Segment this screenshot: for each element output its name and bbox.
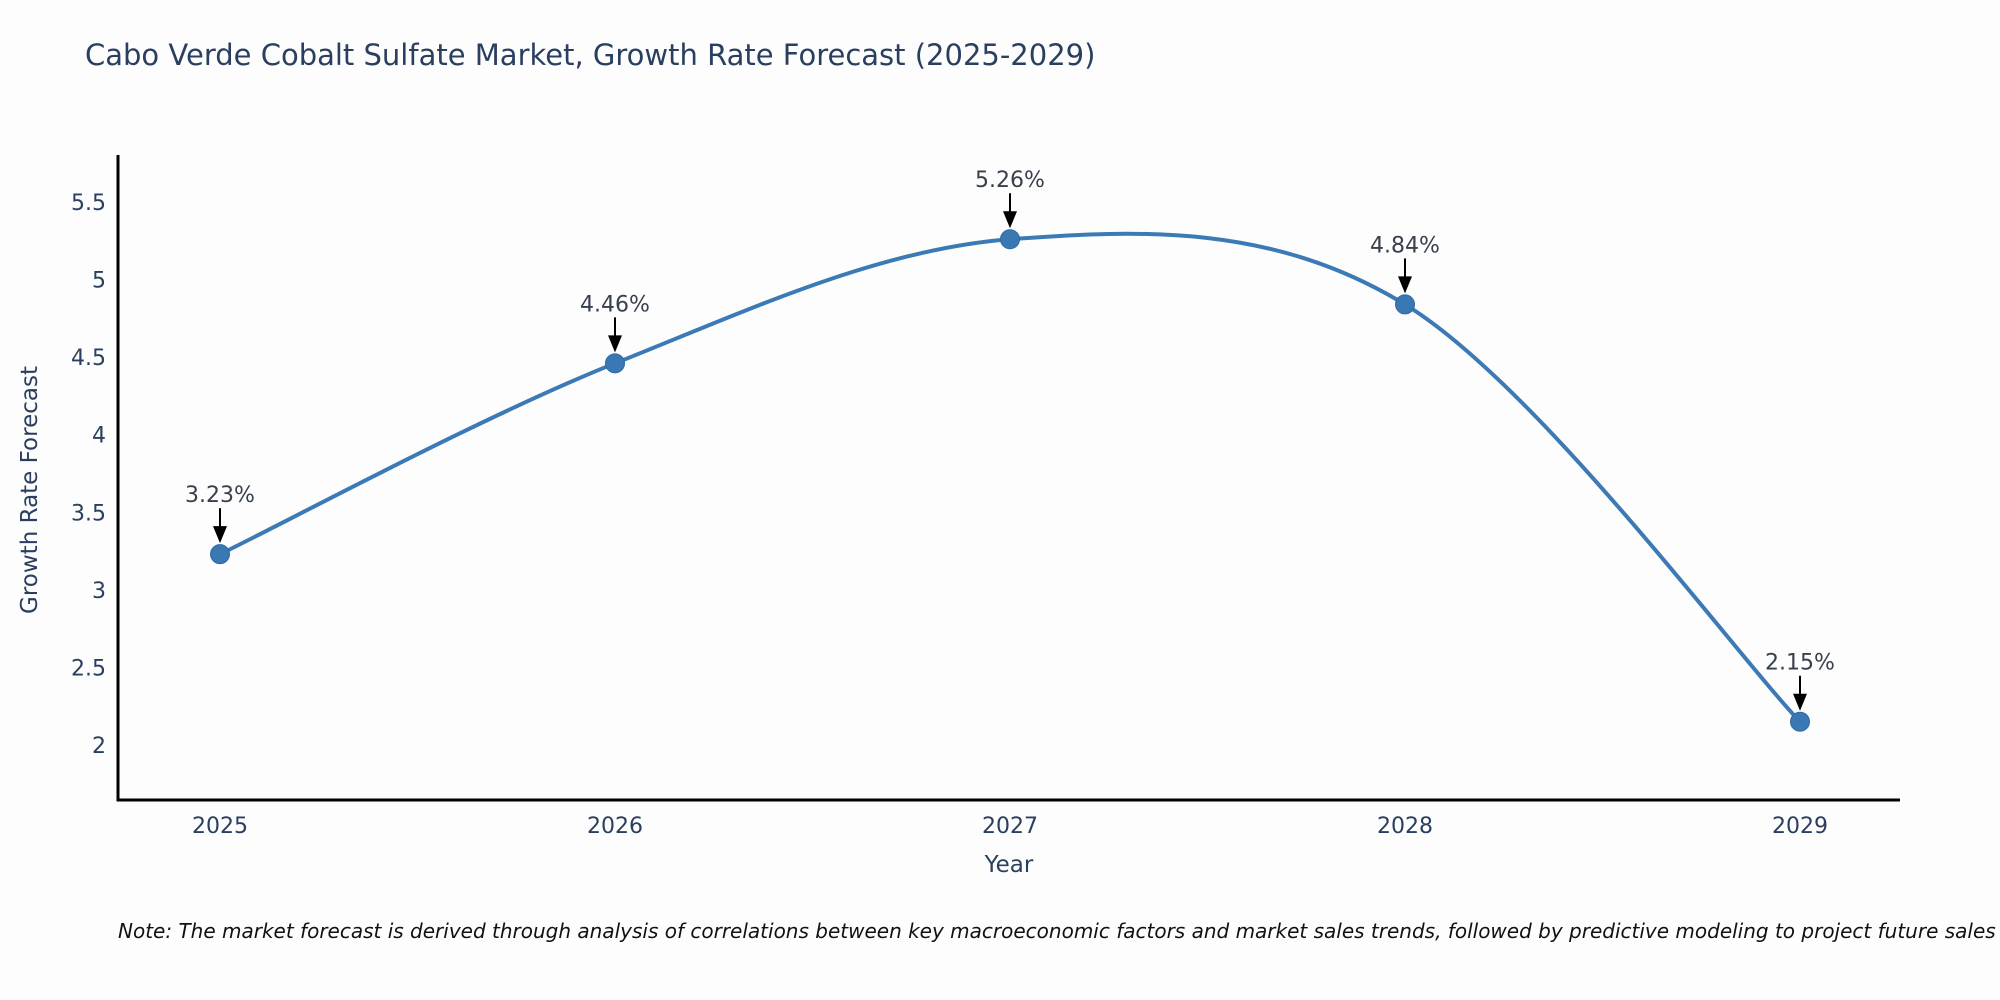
y-tick-label: 5.5 xyxy=(71,191,106,216)
point-annotation-label: 3.23% xyxy=(185,483,255,508)
y-tick-label: 5 xyxy=(92,269,106,294)
x-tick-label: 2029 xyxy=(1772,814,1828,839)
point-annotation-label: 4.46% xyxy=(580,292,650,317)
annotation-arrowhead-icon xyxy=(213,526,227,544)
y-tick-label: 2 xyxy=(92,734,106,759)
data-point-2028[interactable] xyxy=(1395,294,1415,315)
data-point-2027[interactable] xyxy=(1000,229,1020,250)
y-tick-label: 3 xyxy=(92,579,106,604)
annotation-arrowhead-icon xyxy=(608,335,622,353)
x-tick-label: 2028 xyxy=(1377,814,1433,839)
chart-title: Cabo Verde Cobalt Sulfate Market, Growth… xyxy=(85,38,1096,72)
x-axis-title: Year xyxy=(984,852,1034,878)
data-point-2025[interactable] xyxy=(210,544,230,565)
annotation-arrowhead-icon xyxy=(1003,211,1017,229)
point-annotation-label: 2.15% xyxy=(1765,651,1835,676)
x-tick-label: 2027 xyxy=(982,814,1038,839)
point-annotation-label: 5.26% xyxy=(975,168,1045,193)
footnote: Note: The market forecast is derived thr… xyxy=(118,919,1996,943)
forecast-line[interactable] xyxy=(218,231,1802,724)
annotation-arrowhead-icon xyxy=(1398,276,1412,294)
data-point-2026[interactable] xyxy=(605,353,625,374)
point-annotation-label: 4.84% xyxy=(1370,233,1440,258)
y-tick-label: 4 xyxy=(92,424,106,449)
x-tick-label: 2025 xyxy=(192,814,248,839)
data-point-2029[interactable] xyxy=(1790,711,1810,732)
annotation-arrowhead-icon xyxy=(1793,693,1807,711)
x-tick-label: 2026 xyxy=(587,814,643,839)
y-tick-label: 2.5 xyxy=(71,656,106,681)
y-tick-label: 3.5 xyxy=(71,501,106,526)
y-tick-label: 4.5 xyxy=(71,346,106,371)
